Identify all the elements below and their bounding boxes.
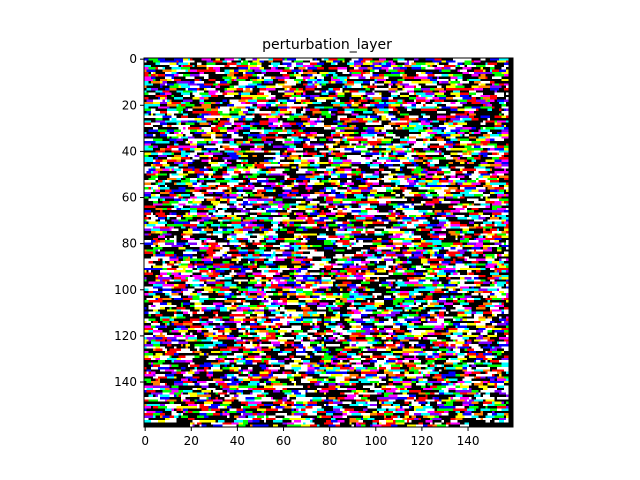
- heatmap-raster: [144, 58, 513, 427]
- plot-area: [143, 57, 514, 428]
- x-tick-label: 120: [410, 434, 433, 448]
- x-tick-label: 60: [276, 434, 291, 448]
- x-axis: 0 20 40 60 80 100 120 140: [141, 427, 479, 448]
- y-tick-label: 40: [122, 144, 137, 158]
- x-tick-label: 20: [184, 434, 199, 448]
- y-tick-label: 80: [122, 237, 137, 251]
- heatmap-image: [144, 58, 513, 427]
- y-axis: 0 20 40 60 80 100 120 140: [114, 52, 144, 389]
- y-tick-label: 0: [129, 52, 137, 66]
- y-tick-label: 140: [114, 375, 137, 389]
- y-tick-label: 60: [122, 191, 137, 205]
- x-tick-label: 40: [230, 434, 245, 448]
- x-tick-label: 80: [322, 434, 337, 448]
- chart-title: perturbation_layer: [262, 37, 392, 53]
- y-tick-label: 120: [114, 329, 137, 343]
- x-tick-label: 0: [141, 434, 149, 448]
- x-tick-label: 100: [364, 434, 387, 448]
- axes-frame: [143, 57, 514, 428]
- y-tick-label: 100: [114, 283, 137, 297]
- y-tick-label: 20: [122, 98, 137, 112]
- x-tick-label: 140: [457, 434, 480, 448]
